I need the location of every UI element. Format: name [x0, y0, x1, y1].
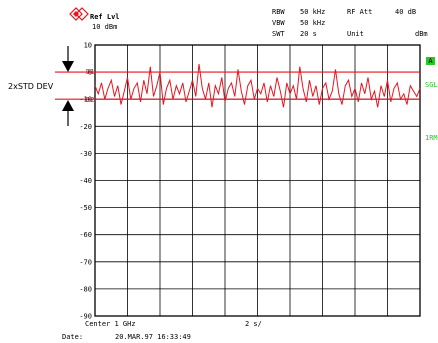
y-tick-label: -20 [79, 123, 92, 131]
brand-logo-icon [69, 7, 89, 21]
trace-mode-label: 1RM [425, 134, 438, 142]
swt-value: 20 s [300, 30, 317, 38]
plot-grid [94, 44, 421, 317]
trace-group [94, 63, 421, 108]
y-tick-label: -60 [79, 231, 92, 239]
rf-att-label: RF Att [347, 8, 373, 16]
rbw-label: RBW [272, 8, 285, 16]
std-dev-arrows [62, 46, 74, 126]
y-tick-label: -30 [79, 150, 92, 158]
sweep-span: 2 s/ [245, 320, 262, 328]
arrow-down-icon [62, 61, 74, 72]
measurement-trace-line [94, 63, 421, 108]
y-tick-label: -40 [79, 177, 92, 185]
y-tick-label: -90 [79, 313, 92, 321]
y-tick-label: 10 [84, 42, 92, 50]
date-value: 20.MAR.97 16:33:49 [115, 333, 191, 341]
y-tick-label: -10 [79, 96, 92, 104]
swt-label: SWT [272, 30, 285, 38]
y-tick-label: -70 [79, 258, 92, 266]
marker-d2-label: D2 [86, 96, 95, 104]
arrow-up-icon [62, 100, 74, 111]
vbw-value: 50 kHz [300, 19, 326, 27]
y-tick-label: 0 [88, 69, 92, 77]
y-tick-labels: 10 0 -10 -20 -30 -40 -50 -60 -70 -80 -90 [79, 42, 92, 321]
std-dev-label: 2xSTD DEV [8, 82, 54, 91]
vbw-label: VBW [272, 19, 285, 27]
marker-d1-label: D1 [86, 68, 95, 76]
rbw-value: 50 kHz [300, 8, 326, 16]
trace-a-label: A [428, 57, 433, 65]
rf-att-value: 40 dB [395, 8, 417, 16]
y-tick-label: -80 [79, 285, 92, 293]
ref-lvl-label: Ref Lvl [90, 13, 120, 21]
y-tick-label: -50 [79, 204, 92, 212]
center-frequency: Center 1 GHz [85, 320, 136, 328]
date-label: Date: [62, 333, 84, 341]
ref-lvl-value: 10 dBm [92, 23, 118, 31]
unit-value: dBm [415, 30, 428, 38]
unit-label: Unit [347, 30, 364, 38]
trace-a-indicator: A [426, 57, 435, 65]
sgl-label: SGL [425, 81, 438, 89]
